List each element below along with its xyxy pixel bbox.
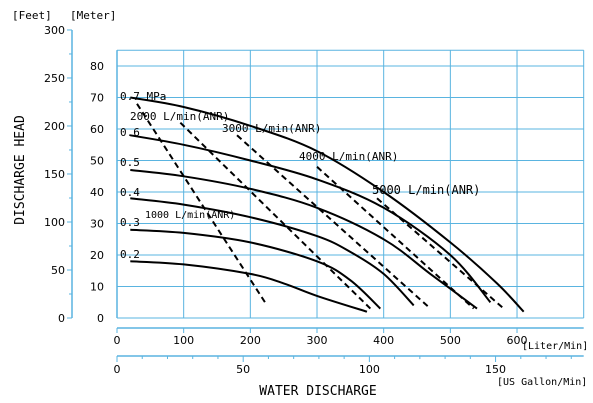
gallon-tick-label: 0 [114,363,121,376]
feet-tick-label: 0 [58,312,65,325]
liter-tick-label: 300 [307,334,328,347]
label-0.5: 0.5 [120,156,140,169]
air-line-1 [179,121,372,310]
pressure-curve-1 [130,134,492,303]
label-3000-anr: 3000 L/min(ANR) [222,122,321,135]
liter-unit-label: [Liter/Min] [522,341,588,352]
gallon-tick-label: 150 [485,363,506,376]
liter-tick-label: 200 [240,334,261,347]
liter-tick-label: 500 [440,334,461,347]
feet-tick-label: 200 [44,120,65,133]
liter-tick-label: 400 [373,334,394,347]
label-0.6: 0.6 [120,126,140,139]
feet-tick-label: 50 [51,264,65,277]
label-5000-anr: 5000 L/min(ANR) [372,183,480,197]
label-4000-anr: 4000 L/min(ANR) [299,150,398,163]
label-1000-anr: 1000 L/min(ANR) [145,210,235,221]
pressure-curve-4 [130,228,381,310]
axes [67,29,584,362]
meter-unit-label: [Meter] [70,9,116,22]
feet-tick-label: 300 [44,24,65,37]
label-0.7-mpa: 0.7 MPa [120,90,166,103]
y-axis-title: DISCHARGE HEAD [13,115,28,225]
gallon-tick-label: 50 [236,363,250,376]
label-2000-anr: 2000 L/min(ANR) [130,110,229,123]
air-consumption-lines [136,103,505,310]
feet-unit-label: [Feet] [12,9,52,22]
liter-tick-label: 100 [173,334,194,347]
meter-tick-label: 20 [90,249,104,262]
meter-tick-label: 70 [90,92,104,105]
meter-tick-label: 30 [90,218,104,231]
meter-tick-label: 40 [90,186,104,199]
liter-tick-label: 0 [114,334,121,347]
pressure-curve-3 [130,197,415,307]
x-axis-title: WATER DISCHARGE [259,384,376,399]
gallon-unit-label: [US Gallon/Min] [497,377,587,388]
pressure-curve-0 [130,96,525,313]
gallon-tick-label: 100 [359,363,380,376]
grid [116,49,585,319]
air-line-2 [236,134,432,310]
meter-tick-label: 10 [90,281,104,294]
air-line-3 [316,166,475,310]
meter-tick-label: 50 [90,155,104,168]
label-0.3: 0.3 [120,216,140,229]
air-line-4 [376,197,505,310]
meter-tick-label: 0 [97,312,104,325]
feet-tick-label: 100 [44,216,65,229]
pressure-curve-5 [130,260,368,313]
label-0.4: 0.4 [120,186,140,199]
pressure-curves [130,96,525,313]
pressure-curve-2 [130,169,478,310]
feet-tick-label: 150 [44,168,65,181]
liter-tick-label: 600 [507,334,528,347]
feet-tick-label: 250 [44,72,65,85]
meter-tick-label: 80 [90,60,104,73]
label-0.2: 0.2 [120,248,140,261]
meter-tick-label: 60 [90,123,104,136]
